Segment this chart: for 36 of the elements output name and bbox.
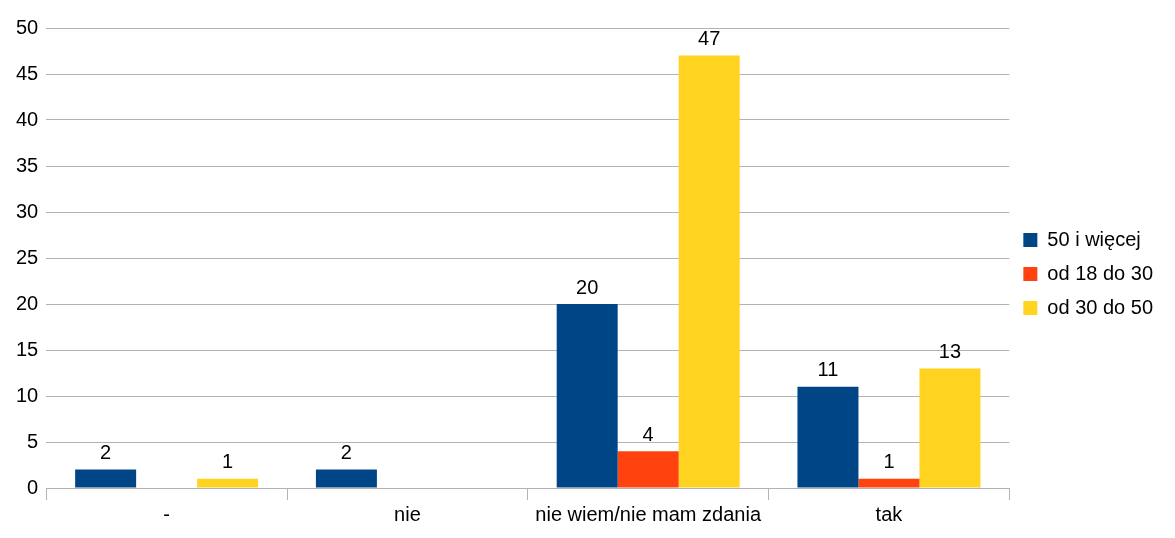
y-tick-label: 10: [16, 383, 39, 406]
data-label: 2: [340, 441, 352, 464]
y-tick-label: 5: [27, 429, 39, 452]
y-tick-label: 50: [16, 15, 39, 38]
data-label: 13: [938, 339, 962, 362]
bar: [797, 386, 859, 488]
bar: [919, 368, 981, 488]
bar: [556, 304, 618, 488]
y-tick-label: 40: [16, 107, 39, 130]
y-tick-label: 45: [16, 61, 39, 84]
y-tick-label: 35: [16, 153, 39, 176]
bar: [678, 55, 740, 488]
y-tick-label: 30: [16, 199, 39, 222]
data-label: 1: [222, 450, 234, 473]
data-label: 4: [642, 422, 654, 445]
y-tick-label: 0: [27, 475, 39, 498]
bar: [197, 478, 259, 488]
x-tick-label: tak: [875, 502, 904, 525]
data-label: 2: [100, 441, 112, 464]
legend-label: od 30 do 50: [1047, 295, 1153, 318]
legend-label: od 18 do 30: [1047, 261, 1153, 284]
data-label: 11: [817, 358, 839, 381]
y-tick-label: 25: [16, 245, 39, 268]
bar: [858, 478, 920, 488]
legend-label: 50 i więcej: [1047, 227, 1141, 250]
bar: [617, 451, 679, 488]
y-tick-label: 15: [16, 337, 39, 360]
data-label: 47: [698, 27, 721, 50]
bar: [75, 469, 137, 488]
x-tick-label: nie wiem/nie mam zdania: [535, 502, 762, 525]
x-tick-label: -: [163, 502, 170, 525]
data-label: 1: [883, 450, 895, 473]
y-tick-label: 20: [16, 291, 39, 314]
bar: [315, 469, 377, 488]
x-tick-label: nie: [394, 502, 421, 525]
data-label: 20: [576, 275, 599, 298]
